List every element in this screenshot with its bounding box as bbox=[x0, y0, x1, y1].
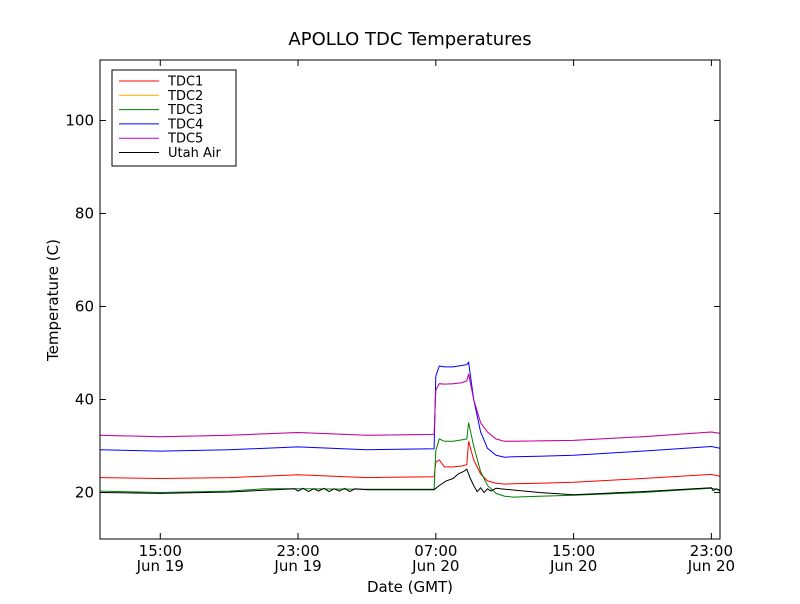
legend-label: TDC2 bbox=[167, 89, 203, 104]
y-tick-label: 60 bbox=[75, 297, 94, 315]
x-tick-time-label: 15:00 bbox=[139, 542, 182, 560]
x-tick-date-label: Jun 19 bbox=[273, 557, 321, 575]
series-line-tdc1 bbox=[100, 441, 720, 485]
legend-label: Utah Air bbox=[168, 146, 221, 161]
x-tick-date-label: Jun 20 bbox=[411, 557, 459, 575]
y-axis-label: Temperature (C) bbox=[44, 239, 62, 362]
legend-label: TDC5 bbox=[167, 132, 203, 147]
legend-box bbox=[111, 69, 237, 167]
series-line-utah-air bbox=[100, 468, 720, 496]
legend-label: TDC3 bbox=[167, 103, 203, 118]
legend-label: TDC4 bbox=[167, 117, 203, 132]
x-tick-date-label: Jun 20 bbox=[549, 557, 597, 575]
x-tick-date-label: Jun 20 bbox=[687, 557, 735, 575]
series-line-tdc3 bbox=[100, 422, 720, 498]
x-tick-time-label: 07:00 bbox=[414, 542, 457, 560]
series-line-tdc5 bbox=[100, 373, 720, 442]
y-tick-label: 20 bbox=[75, 483, 94, 501]
series-line-tdc4 bbox=[100, 361, 720, 458]
plot-frame bbox=[99, 59, 721, 540]
x-tick-time-label: 23:00 bbox=[276, 542, 319, 560]
legend-label: TDC1 bbox=[167, 75, 203, 90]
y-axis: 20 40 60 80 100 bbox=[65, 111, 720, 501]
x-axis-label: Date (GMT) bbox=[367, 578, 453, 596]
x-tick-time-label: 23:00 bbox=[690, 542, 733, 560]
x-tick-date-label: Jun 19 bbox=[136, 557, 184, 575]
y-tick-label: 100 bbox=[65, 111, 94, 129]
y-tick-label: 40 bbox=[75, 390, 94, 408]
series-layer bbox=[100, 361, 720, 498]
y-tick-label: 80 bbox=[75, 204, 94, 222]
chart-title: APOLLO TDC Temperatures bbox=[288, 29, 531, 50]
x-tick-time-label: 15:00 bbox=[552, 542, 595, 560]
